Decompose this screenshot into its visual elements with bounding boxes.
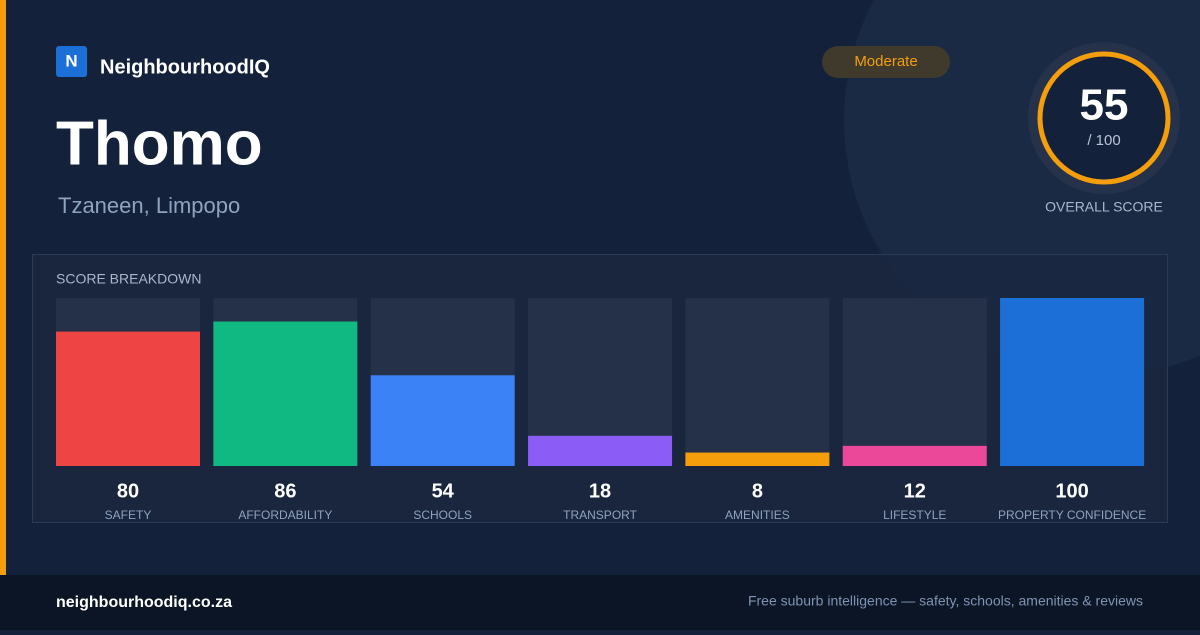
brand-name: NeighbourhoodIQ (100, 56, 270, 78)
value-label: 80 (117, 480, 139, 502)
bars: 80 SAFETY 86 AFFORDABILITY 54 SCHOOLS 18 TRANSP… (56, 298, 1146, 522)
footer-bar (0, 575, 1200, 630)
bar (685, 452, 830, 466)
badge (822, 46, 950, 78)
overall-out-of: / 100 (1087, 132, 1120, 149)
category-label: TRANSPORT (563, 508, 637, 522)
value-label: 12 (904, 480, 926, 502)
bar-track (842, 298, 987, 466)
suburb-title: Thomo (56, 109, 263, 178)
footer-tagline: Free suburb intelligence — safety, schoo… (748, 593, 1143, 609)
badge-text: Moderate (854, 53, 917, 70)
value-label: 54 (432, 480, 455, 502)
logo-letter: N (65, 51, 77, 70)
value-label: 8 (752, 480, 763, 502)
bar (56, 331, 200, 466)
category-label: SCHOOLS (413, 508, 472, 522)
bar (1000, 298, 1145, 466)
location: Tzaneen, Limpopo (58, 193, 240, 218)
bar (370, 375, 515, 466)
category-label: AFFORDABILITY (238, 508, 332, 522)
value-label: 100 (1055, 480, 1088, 502)
category-label: LIFESTYLE (883, 508, 946, 522)
footer-site: neighbourhoodiq.co.za (56, 594, 232, 611)
breakdown-title: SCORE BREAKDOWN (56, 271, 201, 287)
logo (56, 46, 87, 77)
value-label: 86 (274, 480, 296, 502)
bar (528, 435, 673, 466)
overall-label: OVERALL SCORE (1045, 199, 1163, 215)
bar (213, 321, 358, 466)
value-label: 18 (589, 480, 611, 502)
category-label: SAFETY (105, 508, 152, 522)
bar-track (685, 298, 830, 466)
bar (842, 445, 987, 466)
category-label: PROPERTY CONFIDENCE (998, 508, 1146, 522)
accent-strip (0, 0, 6, 575)
score-ring (1037, 51, 1171, 185)
category-label: AMENITIES (725, 508, 790, 522)
overall-score: 55 (1080, 81, 1129, 130)
